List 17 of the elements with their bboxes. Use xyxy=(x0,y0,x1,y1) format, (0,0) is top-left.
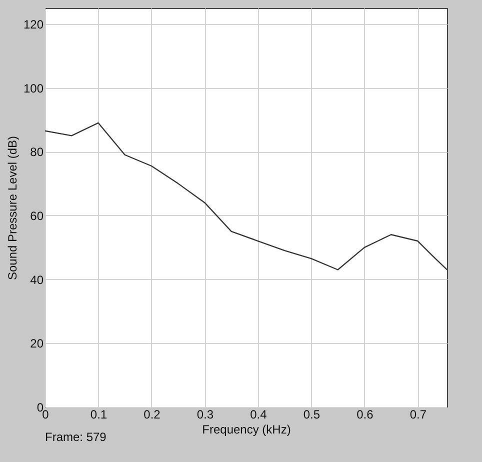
y-tick-label: 100 xyxy=(23,81,44,96)
x-tick-label: 0.5 xyxy=(303,408,320,422)
line-series xyxy=(45,122,447,270)
x-tick-label: 0.6 xyxy=(356,408,374,422)
y-tick-label: 80 xyxy=(30,145,44,160)
y-axis-title: Sound Pressure Level (dB) xyxy=(5,136,20,280)
x-tick-label: 0.3 xyxy=(196,408,214,422)
x-tick-label: 0.4 xyxy=(250,408,268,422)
x-tick-label: 0.7 xyxy=(410,408,427,422)
y-tick-label: 20 xyxy=(30,336,44,351)
y-tick-label: 120 xyxy=(23,17,44,32)
y-tick-label: 40 xyxy=(30,272,44,287)
x-axis-title: Frequency (kHz) xyxy=(202,422,291,436)
x-tick-label: 0.2 xyxy=(144,408,161,422)
y-tick-label: 60 xyxy=(30,208,44,223)
x-tick-label: 0.1 xyxy=(90,408,108,422)
text: Frame: 579 xyxy=(45,430,107,444)
